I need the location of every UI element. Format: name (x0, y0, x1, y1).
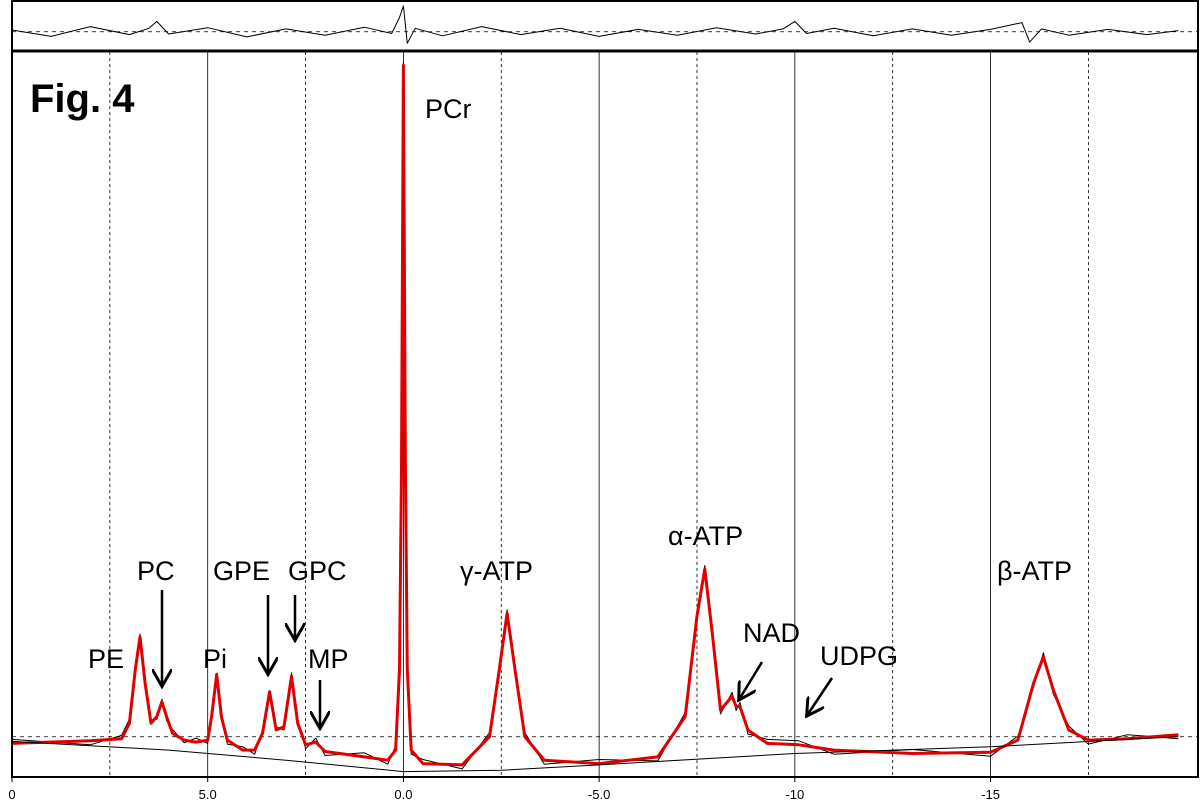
peak-label: PC (137, 556, 175, 586)
peak-label: α-ATP (668, 521, 743, 551)
frame (11, 0, 1199, 778)
x-tick-label: -15 (981, 787, 1000, 802)
peak-label: PCr (425, 94, 472, 124)
x-tick-label: 5.0 (199, 787, 217, 802)
plot-area (11, 5, 1179, 773)
residual-line (11, 5, 1179, 44)
grid: 0 5.0 0.0 -5.0 -10 -15 (8, 31, 1198, 802)
peak-label: γ-ATP (460, 556, 533, 586)
peak-label: NAD (743, 618, 800, 648)
peak-label: GPE (213, 556, 270, 586)
x-tick-label: -10 (785, 787, 804, 802)
x-tick-label: 0 (8, 787, 15, 802)
x-tick-label: -5.0 (588, 787, 610, 802)
x-tick-label: 0.0 (394, 787, 412, 802)
spectrum-line (11, 63, 1179, 767)
arrow (808, 677, 834, 714)
peak-label: GPC (288, 556, 347, 586)
peak-label: UDPG (820, 641, 898, 671)
figure-label: Fig. 4 (30, 77, 135, 121)
peak-label: Pi (203, 644, 227, 674)
arrow (740, 661, 764, 698)
spectrum-line (11, 736, 1179, 773)
peak-label: β-ATP (997, 556, 1072, 586)
peak-label: MP (308, 644, 349, 674)
peak-label: PE (88, 644, 124, 674)
spectrum-line (11, 61, 1179, 770)
